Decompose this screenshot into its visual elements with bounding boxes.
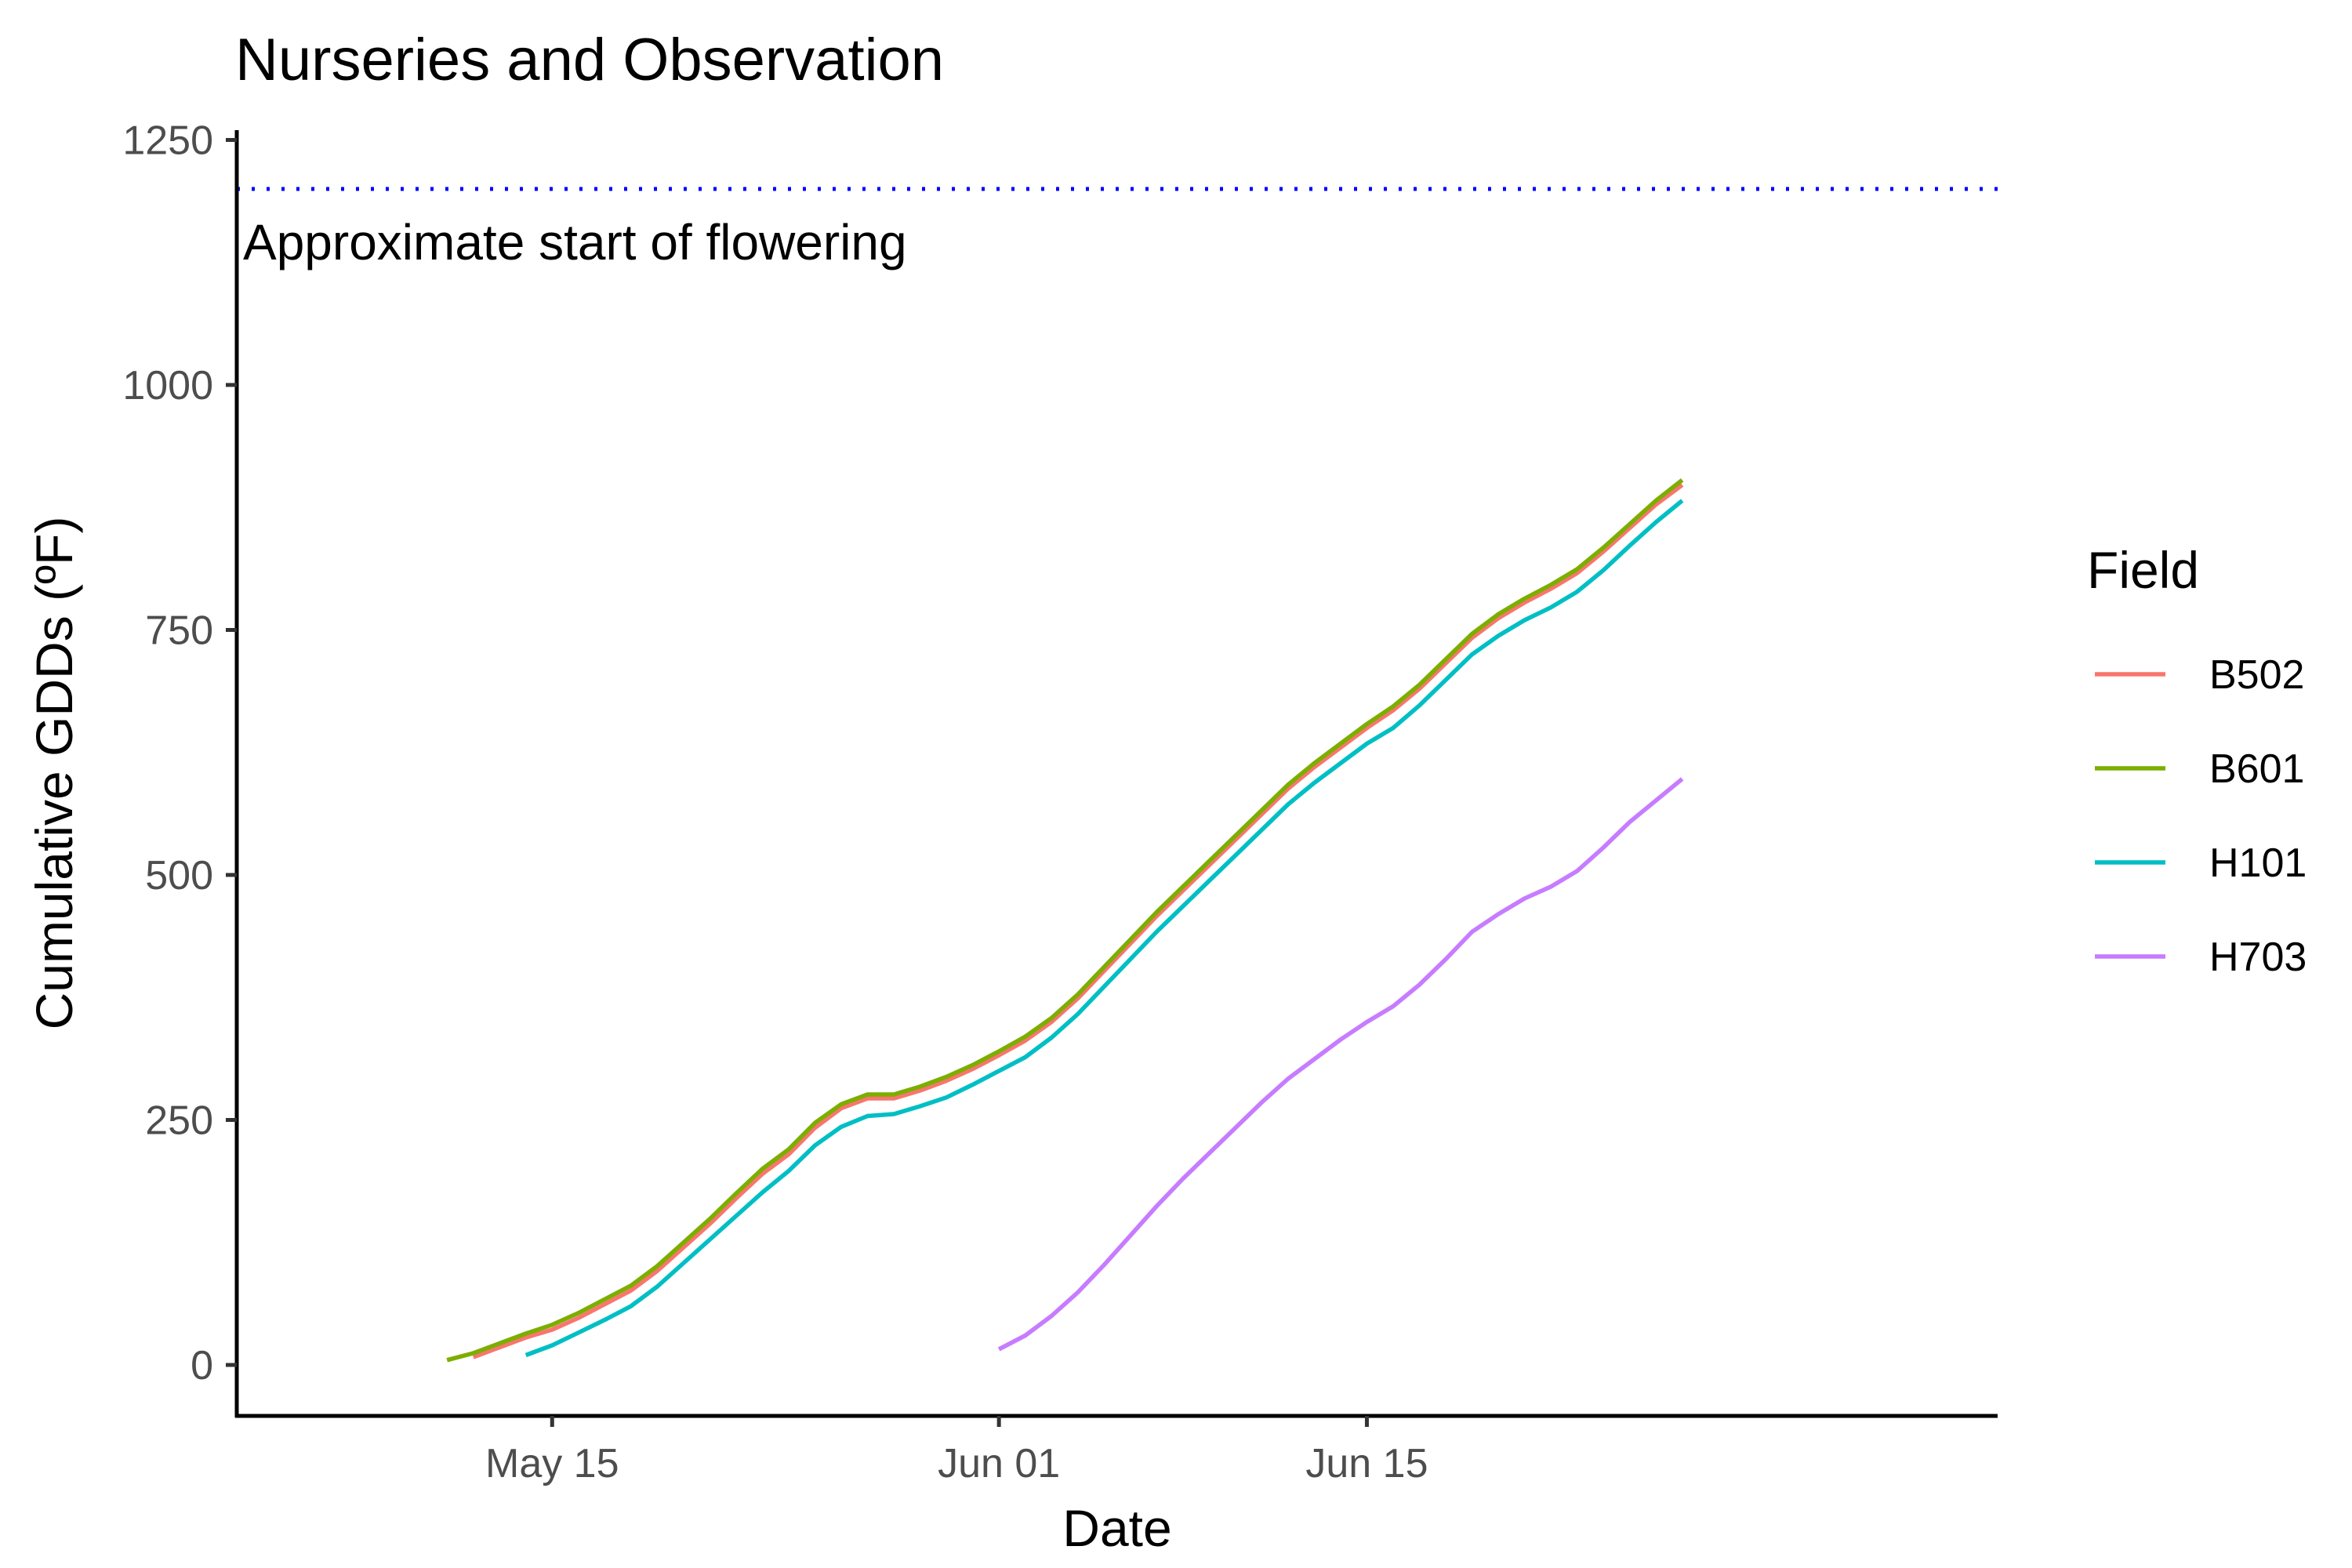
x-axis-ticks: May 15 Jun 01 Jun 15 — [485, 1416, 1428, 1486]
x-tick-label: Jun 15 — [1305, 1441, 1428, 1486]
legend-label: B502 — [2209, 652, 2304, 698]
legend-title: Field — [2087, 541, 2199, 599]
series-line-b502 — [472, 483, 1684, 1359]
y-tick-label: 1000 — [122, 363, 213, 408]
x-axis-title: Date — [1062, 1499, 1171, 1557]
y-tick-label: 250 — [145, 1098, 213, 1144]
legend: Field B502 B601 H101 H703 — [2087, 541, 2307, 980]
y-tick-label: 1250 — [122, 118, 213, 164]
x-tick-label: Jun 01 — [938, 1441, 1060, 1486]
series-line-b601 — [446, 478, 1684, 1363]
plot-area: Approximate start of flowering — [237, 187, 1998, 1363]
flowering-annotation: Approximate start of flowering — [243, 214, 907, 270]
y-axis: 0 250 500 750 1000 1250 — [122, 118, 239, 1417]
series-lines — [446, 478, 1684, 1363]
y-axis-ticks: 0 250 500 750 1000 1250 — [122, 118, 237, 1388]
y-tick-label: 750 — [145, 608, 213, 654]
y-tick-label: 500 — [145, 853, 213, 898]
x-tick-label: May 15 — [485, 1441, 619, 1486]
legend-label: B601 — [2209, 746, 2304, 792]
y-tick-label: 0 — [191, 1343, 213, 1388]
legend-label: H101 — [2209, 840, 2307, 886]
series-line-h703 — [997, 777, 1684, 1352]
y-axis-title: Cumulative GDDs (ºF) — [25, 517, 83, 1030]
legend-label: H703 — [2209, 935, 2307, 980]
chart-title: Nurseries and Observation — [235, 27, 944, 93]
series-line-h101 — [524, 499, 1684, 1358]
x-axis: May 15 Jun 01 Jun 15 — [235, 1414, 1998, 1486]
legend-items: B502 B601 H101 H703 — [2095, 652, 2307, 980]
